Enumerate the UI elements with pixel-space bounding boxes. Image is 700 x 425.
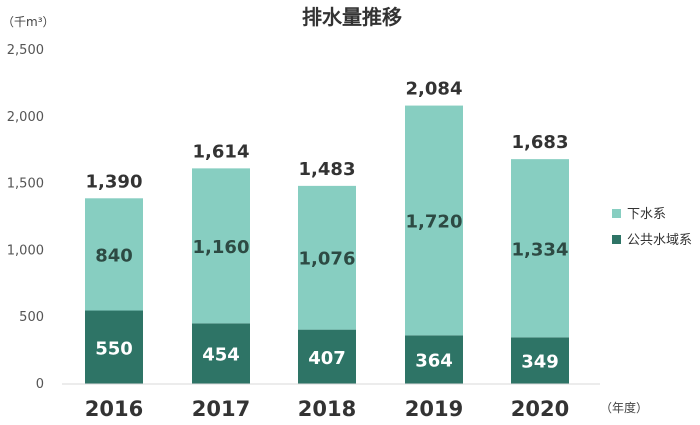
- bar-segment-2018-1: [298, 185, 356, 330]
- legend-swatch: [612, 235, 621, 244]
- segment-value-label: 364: [415, 351, 453, 372]
- segment-value-label: 1,720: [406, 211, 463, 232]
- segment-value-label: 1,334: [512, 239, 569, 260]
- chart-title: 排水量推移: [302, 5, 402, 29]
- segment-value-label: 840: [95, 245, 133, 266]
- segment-value-label: 407: [308, 348, 346, 369]
- y-tick-label: 500: [19, 310, 44, 325]
- x-tick-label: 2016: [85, 397, 143, 421]
- y-tick-label: 2,500: [7, 43, 44, 58]
- legend-label: 下水系: [627, 207, 666, 222]
- segment-value-label: 1,076: [299, 249, 356, 270]
- legend-swatch: [612, 209, 621, 218]
- y-axis-ticks: 0 500 1,000 1,500 2,000 2,500: [7, 43, 44, 392]
- x-tick-label: 2019: [405, 397, 463, 421]
- x-axis-unit-label: （年度）: [600, 400, 648, 415]
- bar-segment-2020-0: [511, 337, 569, 384]
- total-value-label: 2,084: [406, 79, 463, 100]
- y-tick-label: 2,000: [7, 110, 44, 125]
- bar-segment-2019-1: [405, 105, 463, 336]
- bar-segment-2017-1: [192, 168, 250, 324]
- y-tick-label: 0: [36, 377, 44, 392]
- total-value-label: 1,614: [193, 141, 250, 162]
- segment-value-label: 550: [95, 338, 133, 359]
- total-value-label: 1,390: [86, 171, 143, 192]
- y-axis-unit-label: （千m³）: [2, 15, 55, 29]
- bar-segment-2017-0: [192, 323, 250, 384]
- bar-segment-2016-0: [85, 310, 143, 384]
- bar-segment-2019-0: [405, 335, 463, 384]
- y-tick-label: 1,000: [7, 243, 44, 258]
- x-tick-label: 2020: [511, 397, 569, 421]
- bar-segment-2018-0: [298, 329, 356, 384]
- total-value-label: 1,683: [512, 132, 569, 153]
- y-tick-label: 1,500: [7, 177, 44, 192]
- bar-segment-2016-1: [85, 198, 143, 311]
- bars: 550 840 1,390 454 1,160 1,614 407 1,076 1,483 364…: [85, 79, 569, 384]
- segment-value-label: 1,160: [193, 237, 250, 258]
- x-tick-label: 2018: [298, 397, 356, 421]
- legend-label: 公共水域系: [627, 233, 692, 248]
- x-axis-ticks: 2016 2017 2018 2019 2020: [85, 397, 569, 421]
- segment-value-label: 454: [202, 345, 240, 366]
- total-value-label: 1,483: [299, 159, 356, 180]
- segment-value-label: 349: [521, 352, 559, 373]
- bar-segment-2020-1: [511, 159, 569, 338]
- x-tick-label: 2017: [192, 397, 250, 421]
